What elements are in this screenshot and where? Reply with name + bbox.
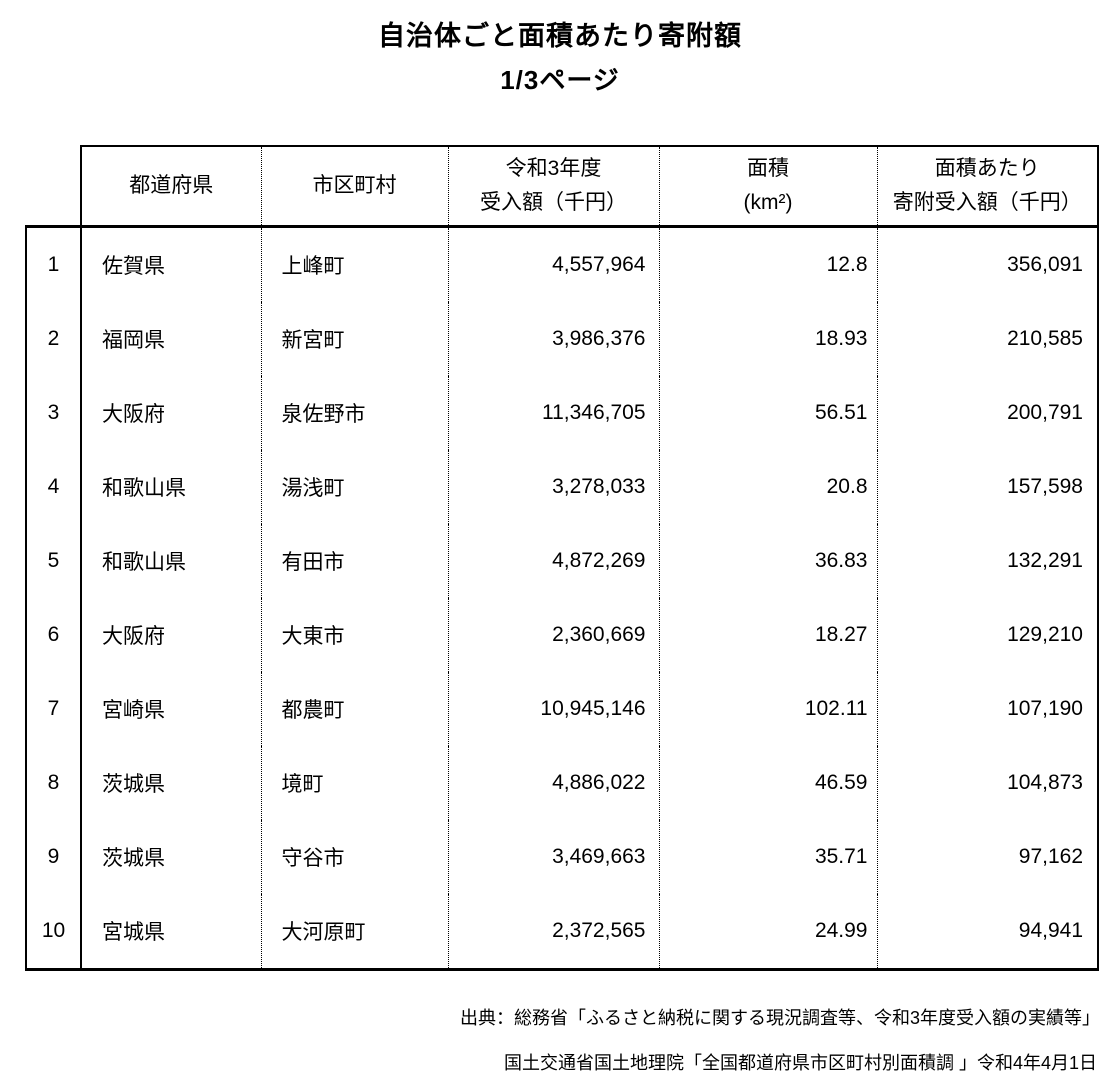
cell-prefecture: 宮崎県 [81,672,262,746]
header-per-area-line1: 面積あたり [934,157,1040,180]
cell-per-area: 107,190 [877,672,1099,746]
cell-per-area: 356,091 [877,226,1099,302]
cell-area: 56.51 [659,376,878,450]
cell-municipality: 守谷市 [261,820,449,894]
header-donation-line1: 令和3年度 [505,157,602,180]
header-prefecture: 都道府県 [80,145,262,228]
cell-area: 18.93 [659,302,878,376]
table-row: 5 和歌山県 有田市 4,872,269 36.83 132,291 [25,524,1099,598]
header-area-line2: (km²) [743,191,793,214]
table-row: 3 大阪府 泉佐野市 11,346,705 56.51 200,791 [25,376,1099,450]
cell-area: 36.83 [659,524,878,598]
cell-prefecture: 福岡県 [81,302,262,376]
table-row: 9 茨城県 守谷市 3,469,663 35.71 97,162 [25,820,1099,894]
cell-municipality: 都農町 [261,672,449,746]
source-note-2: 国土交通省国土地理院「全国都道府県市区町村別面積調 」令和4年4月1日 [503,1053,1097,1073]
table-row: 8 茨城県 境町 4,886,022 46.59 104,873 [25,746,1099,820]
cell-municipality: 泉佐野市 [261,376,449,450]
cell-donation: 10,945,146 [448,672,660,746]
table-header: 都道府県 市区町村 令和3年度 受入額（千円） 面積 (km²) 面積あたり 寄… [26,145,1099,228]
cell-donation: 3,469,663 [448,820,660,894]
cell-per-area: 210,585 [877,302,1099,376]
cell-donation: 2,360,669 [448,598,660,672]
header-blank [26,146,81,228]
header-area-line1: 面積 [747,157,789,180]
cell-rank: 10 [25,894,82,971]
header-area: 面積 (km²) [659,145,878,228]
table-row: 10 宮城県 大河原町 2,372,565 24.99 94,941 [25,894,1099,971]
cell-prefecture: 佐賀県 [81,226,262,302]
cell-area: 35.71 [659,820,878,894]
header-per-area-line2: 寄附受入額（千円） [892,191,1082,214]
header-municipality: 市区町村 [261,145,449,228]
cell-municipality: 境町 [261,746,449,820]
cell-prefecture: 和歌山県 [81,524,262,598]
cell-area: 20.8 [659,450,878,524]
cell-area: 18.27 [659,598,878,672]
cell-prefecture: 茨城県 [81,746,262,820]
cell-municipality: 新宮町 [261,302,449,376]
cell-donation: 2,372,565 [448,894,660,971]
table-body: 1 佐賀県 上峰町 4,557,964 12.8 356,091 2 福岡県 新… [25,226,1099,971]
cell-municipality: 湯浅町 [261,450,449,524]
header-prefecture-label: 都道府県 [129,174,214,197]
cell-rank: 5 [25,524,82,598]
page-title: 自治体ごと面積あたり寄附額 [378,21,742,51]
cell-rank: 2 [25,302,82,376]
cell-rank: 6 [25,598,82,672]
cell-prefecture: 茨城県 [81,820,262,894]
cell-per-area: 104,873 [877,746,1099,820]
table-row: 2 福岡県 新宮町 3,986,376 18.93 210,585 [25,302,1099,376]
header-donation-line2: 受入額（千円） [480,191,627,214]
cell-area: 12.8 [659,226,878,302]
table-row: 7 宮崎県 都農町 10,945,146 102.11 107,190 [25,672,1099,746]
cell-prefecture: 和歌山県 [81,450,262,524]
table-row: 1 佐賀県 上峰町 4,557,964 12.8 356,091 [25,226,1099,302]
source-note-1: 出典：総務省「ふるさと納税に関する現況調査等、令和3年度受入額の実績等」 [459,1008,1100,1028]
header-donation: 令和3年度 受入額（千円） [448,145,660,228]
ranking-table: 都道府県 市区町村 令和3年度 受入額（千円） 面積 (km²) 面積あたり 寄… [25,145,1099,971]
cell-rank: 7 [25,672,82,746]
cell-donation: 4,872,269 [448,524,660,598]
cell-prefecture: 大阪府 [81,376,262,450]
cell-prefecture: 宮城県 [81,894,262,971]
cell-area: 24.99 [659,894,878,971]
cell-area: 46.59 [659,746,878,820]
cell-donation: 4,557,964 [448,226,660,302]
table-row: 4 和歌山県 湯浅町 3,278,033 20.8 157,598 [25,450,1099,524]
cell-prefecture: 大阪府 [81,598,262,672]
cell-per-area: 132,291 [877,524,1099,598]
cell-municipality: 上峰町 [261,226,449,302]
cell-per-area: 94,941 [877,894,1099,971]
page-number: 1/3ページ [500,65,620,95]
cell-rank: 4 [25,450,82,524]
cell-per-area: 97,162 [877,820,1099,894]
table-row: 6 大阪府 大東市 2,360,669 18.27 129,210 [25,598,1099,672]
cell-donation: 11,346,705 [448,376,660,450]
cell-rank: 9 [25,820,82,894]
cell-donation: 4,886,022 [448,746,660,820]
cell-donation: 3,986,376 [448,302,660,376]
cell-municipality: 有田市 [261,524,449,598]
cell-rank: 1 [25,226,82,302]
cell-municipality: 大河原町 [261,894,449,971]
cell-per-area: 157,598 [877,450,1099,524]
cell-area: 102.11 [659,672,878,746]
cell-per-area: 200,791 [877,376,1099,450]
cell-donation: 3,278,033 [448,450,660,524]
cell-rank: 3 [25,376,82,450]
cell-rank: 8 [25,746,82,820]
header-municipality-label: 市区町村 [312,174,397,197]
cell-per-area: 129,210 [877,598,1099,672]
cell-municipality: 大東市 [261,598,449,672]
header-per-area: 面積あたり 寄附受入額（千円） [877,145,1099,228]
